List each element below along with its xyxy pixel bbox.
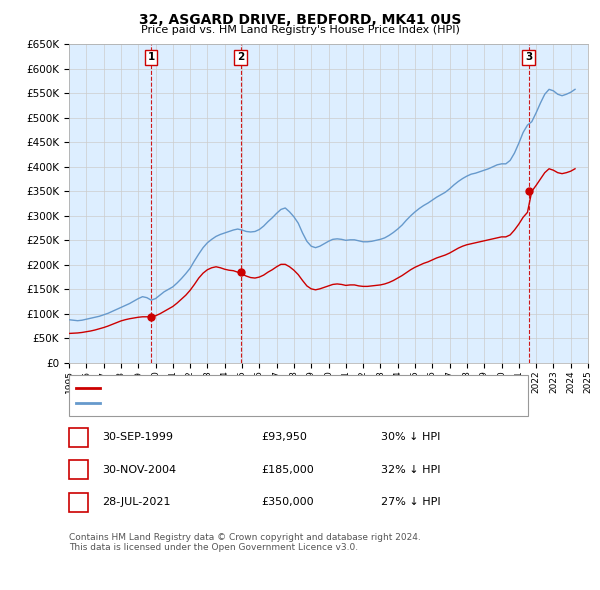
Text: £185,000: £185,000	[261, 465, 314, 474]
Text: Contains HM Land Registry data © Crown copyright and database right 2024.
This d: Contains HM Land Registry data © Crown c…	[69, 533, 421, 552]
Text: Price paid vs. HM Land Registry's House Price Index (HPI): Price paid vs. HM Land Registry's House …	[140, 25, 460, 35]
Text: 32, ASGARD DRIVE, BEDFORD, MK41 0US: 32, ASGARD DRIVE, BEDFORD, MK41 0US	[139, 13, 461, 27]
Text: 1: 1	[148, 52, 155, 62]
Text: 2: 2	[237, 52, 244, 62]
Text: 32% ↓ HPI: 32% ↓ HPI	[381, 465, 440, 474]
Text: 30-SEP-1999: 30-SEP-1999	[102, 432, 173, 442]
Text: 2: 2	[75, 465, 82, 474]
Text: 30-NOV-2004: 30-NOV-2004	[102, 465, 176, 474]
Text: 3: 3	[75, 497, 82, 507]
Text: 32, ASGARD DRIVE, BEDFORD, MK41 0US (detached house): 32, ASGARD DRIVE, BEDFORD, MK41 0US (det…	[104, 383, 415, 392]
Text: HPI: Average price, detached house, Bedford: HPI: Average price, detached house, Bedf…	[104, 398, 338, 408]
Text: 3: 3	[525, 52, 532, 62]
Text: 27% ↓ HPI: 27% ↓ HPI	[381, 497, 440, 507]
Text: £93,950: £93,950	[261, 432, 307, 442]
Text: £350,000: £350,000	[261, 497, 314, 507]
Text: 28-JUL-2021: 28-JUL-2021	[102, 497, 170, 507]
Text: 30% ↓ HPI: 30% ↓ HPI	[381, 432, 440, 442]
Text: 1: 1	[75, 432, 82, 442]
